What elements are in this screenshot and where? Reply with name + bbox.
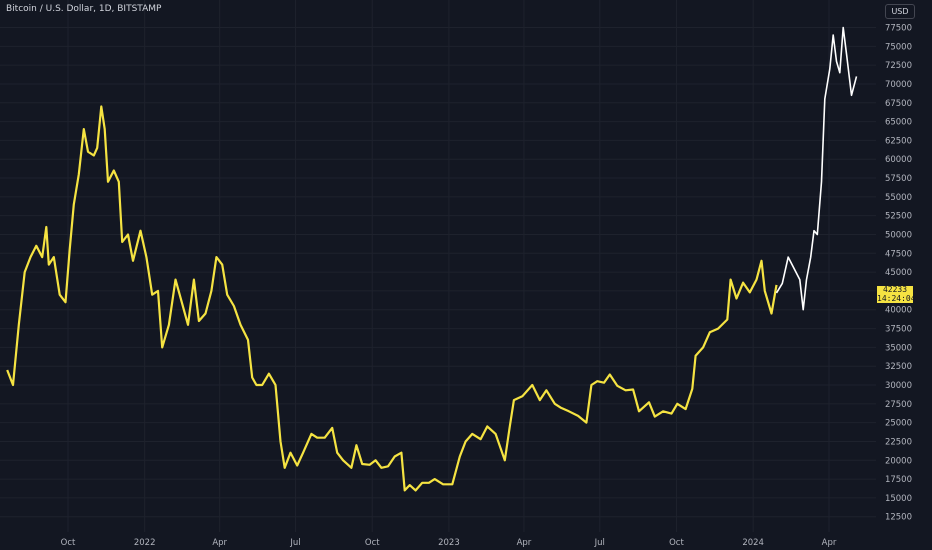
price-tick-label: 67500 xyxy=(885,99,912,109)
time-tick-label: Oct xyxy=(365,538,380,548)
chart-title: Bitcoin / U.S. Dollar, 1D, BITSTAMP xyxy=(6,4,162,14)
time-tick-label: Apr xyxy=(517,538,532,548)
bar-countdown: 14:24:04 xyxy=(877,293,916,303)
time-tick-label: Apr xyxy=(212,538,227,548)
time-tick-label: Oct xyxy=(61,538,76,548)
price-lines xyxy=(6,26,858,492)
price-tick-label: 17500 xyxy=(885,475,912,485)
price-axis[interactable]: 12500 15000 17500 20000 22500 25000 27500 30000… xyxy=(885,24,912,523)
price-tick-label: 47500 xyxy=(885,249,912,259)
price-tick-label: 60000 xyxy=(885,155,912,165)
price-tick-label: 27500 xyxy=(885,400,912,410)
price-tick-label: 35000 xyxy=(885,343,912,353)
price-tick-label: 32500 xyxy=(885,362,912,372)
price-tick-label: 75000 xyxy=(885,42,912,52)
time-tick-label: Apr xyxy=(822,538,837,548)
price-tick-label: 55000 xyxy=(885,193,912,203)
chart-grid xyxy=(0,0,876,532)
price-tick-label: 70000 xyxy=(885,80,912,90)
price-tick-label: 62500 xyxy=(885,136,912,146)
time-tick-label: Jul xyxy=(594,538,605,548)
time-tick-label: 2024 xyxy=(742,538,764,548)
price-tick-label: 40000 xyxy=(885,306,912,316)
time-tick-label: 2023 xyxy=(438,538,460,548)
price-tick-label: 22500 xyxy=(885,437,912,447)
price-tick-label: 65000 xyxy=(885,118,912,128)
time-tick-label: Jul xyxy=(289,538,300,548)
time-axis[interactable]: Oct 2022 Apr Jul Oct 2023 Apr Jul Oct 2024 Apr xyxy=(61,538,837,548)
price-tick-label: 12500 xyxy=(885,513,912,523)
price-line-history xyxy=(6,105,778,492)
price-tick-label: 45000 xyxy=(885,268,912,278)
price-tick-label: 52500 xyxy=(885,212,912,222)
last-price-label: 42233 14:24:04 xyxy=(877,285,916,303)
price-tick-label: 15000 xyxy=(885,494,912,504)
price-tick-label: 72500 xyxy=(885,61,912,71)
last-price-value: 42233 xyxy=(882,285,908,294)
price-tick-label: 30000 xyxy=(885,381,912,391)
time-tick-label: Oct xyxy=(669,538,684,548)
time-tick-label: 2022 xyxy=(134,538,156,548)
price-tick-label: 20000 xyxy=(885,456,912,466)
price-tick-label: 57500 xyxy=(885,174,912,184)
price-line-recent xyxy=(775,26,858,311)
currency-selector[interactable]: USD xyxy=(885,4,915,19)
price-tick-label: 25000 xyxy=(885,419,912,429)
price-tick-label: 37500 xyxy=(885,325,912,335)
price-tick-label: 50000 xyxy=(885,230,912,240)
price-tick-label: 77500 xyxy=(885,24,912,34)
